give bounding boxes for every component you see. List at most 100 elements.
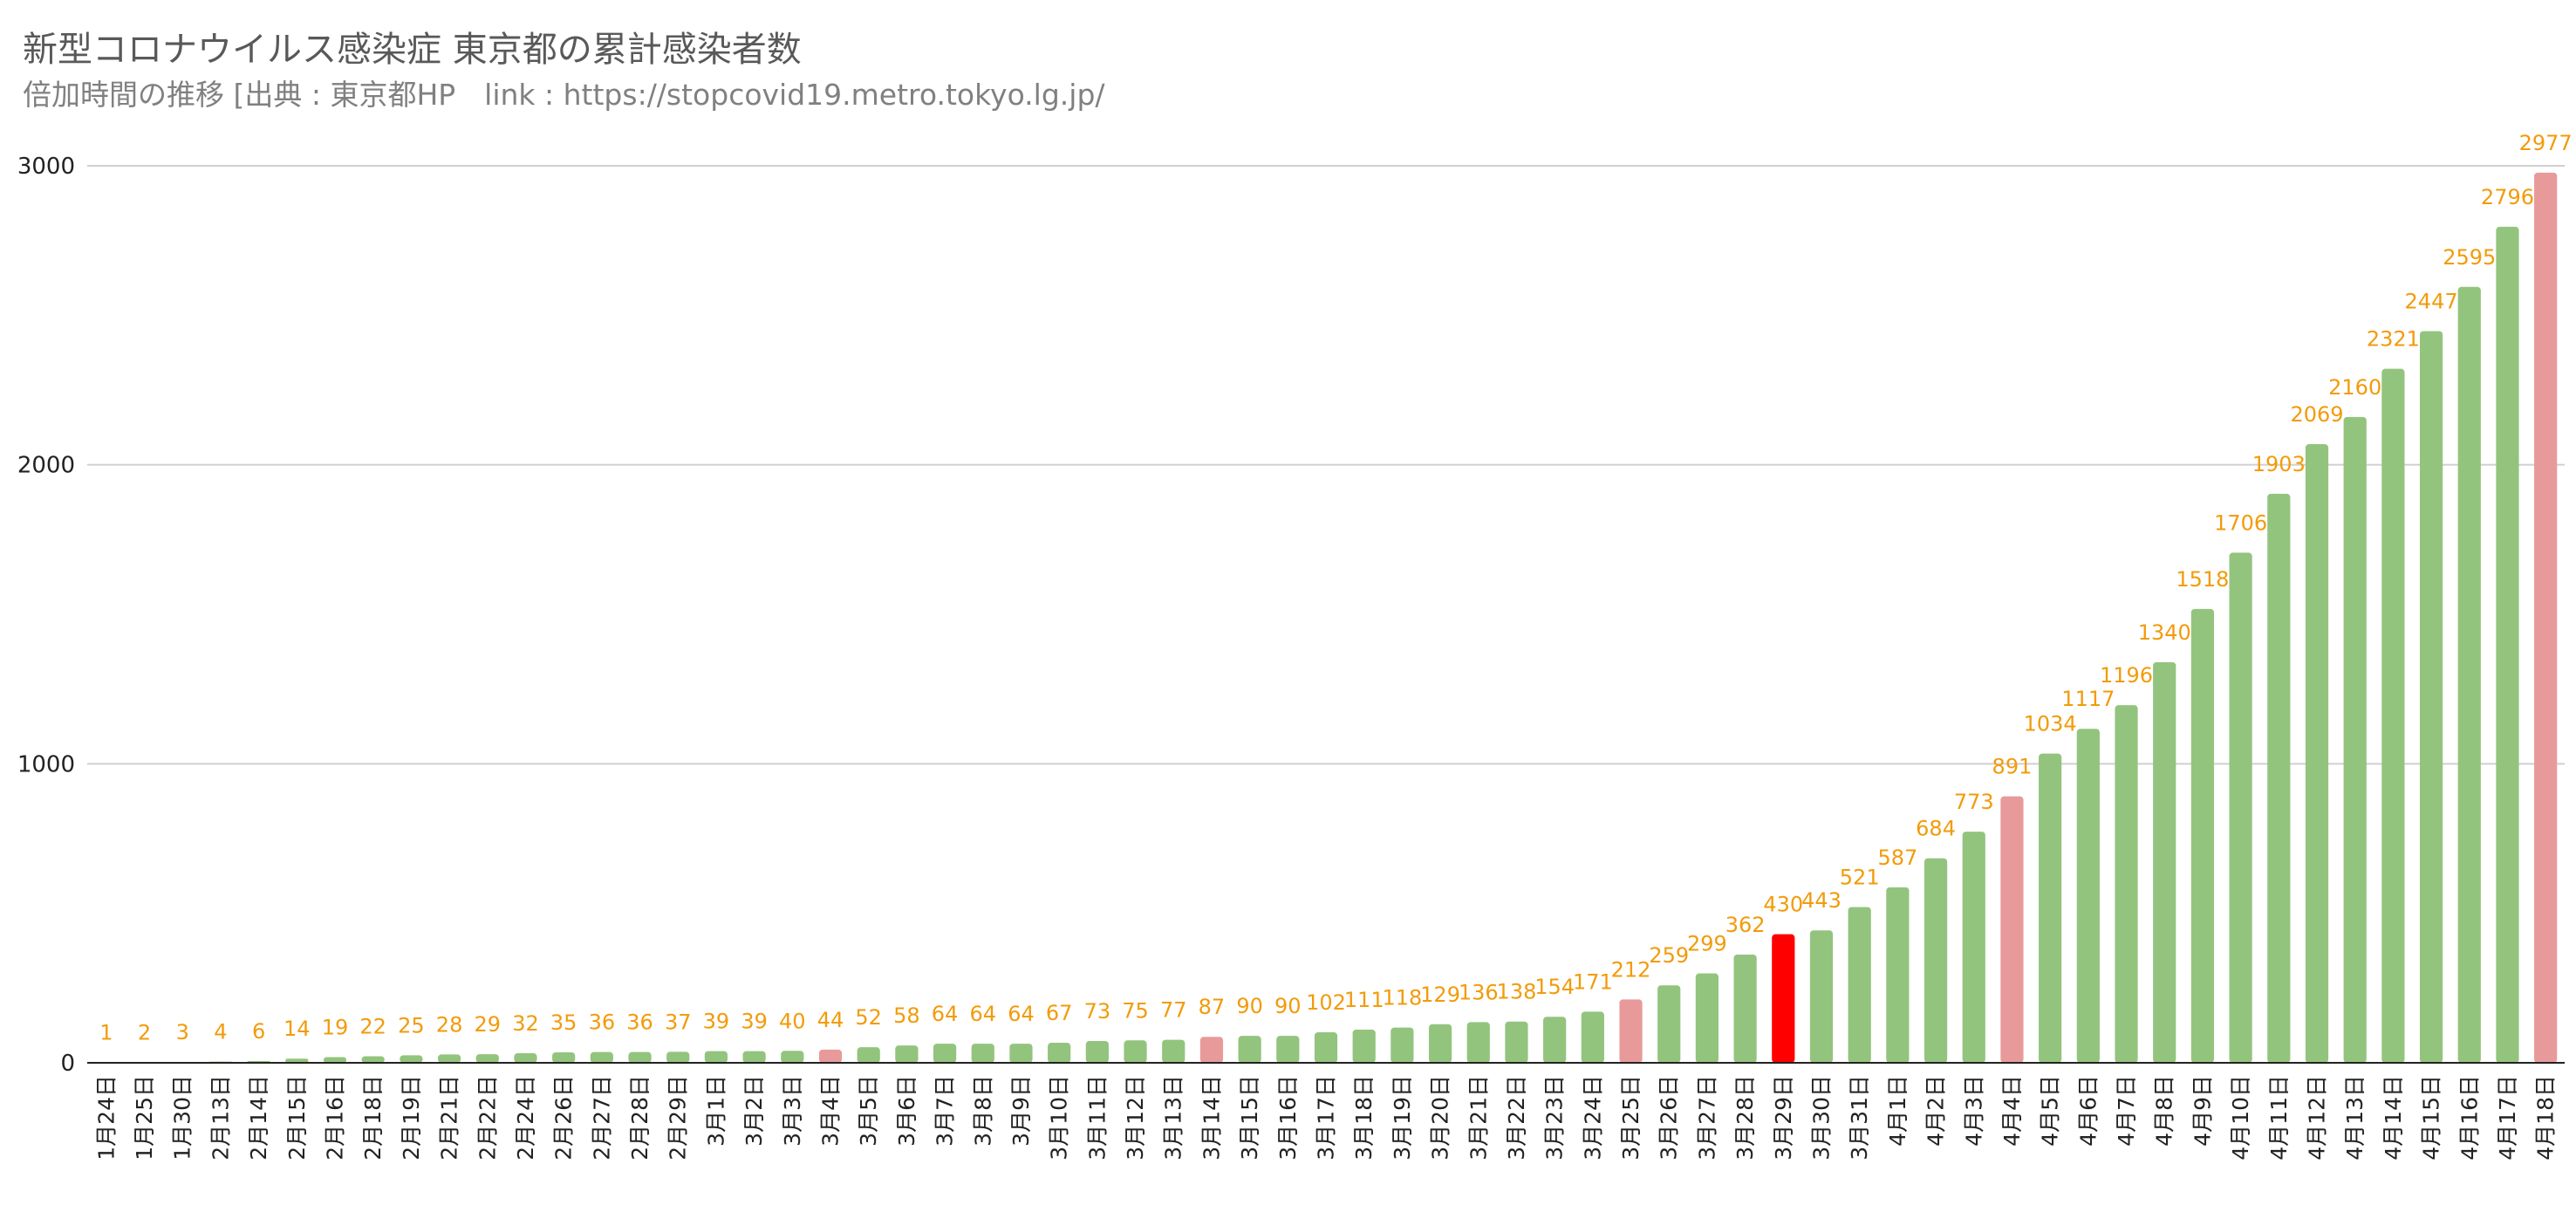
data-label: 4 xyxy=(214,1020,227,1044)
data-label: 6 xyxy=(252,1019,265,1044)
x-tick-label: 2月22日 xyxy=(475,1075,500,1161)
bar xyxy=(895,1045,919,1063)
data-label: 39 xyxy=(703,1010,730,1034)
x-tick-label: 2月18日 xyxy=(360,1075,386,1161)
data-label: 73 xyxy=(1084,999,1111,1024)
x-tick-label: 3月4日 xyxy=(818,1075,844,1147)
x-tick-label: 3月27日 xyxy=(1694,1075,1719,1161)
x-tick-label: 2月14日 xyxy=(246,1075,271,1161)
data-label: 2321 xyxy=(2367,327,2420,352)
data-label: 154 xyxy=(1534,975,1575,999)
data-label: 1117 xyxy=(2061,687,2115,711)
x-tick-label: 4月6日 xyxy=(2075,1075,2101,1147)
x-tick-label: 4月12日 xyxy=(2305,1075,2330,1161)
data-label: 2 xyxy=(138,1020,151,1044)
x-tick-label: 3月22日 xyxy=(1504,1075,1529,1161)
bar xyxy=(400,1055,423,1063)
x-tick-label: 4月15日 xyxy=(2419,1075,2444,1161)
x-tick-label: 3月13日 xyxy=(1161,1075,1186,1161)
data-label: 118 xyxy=(1382,986,1422,1010)
data-label: 64 xyxy=(969,1002,996,1026)
bar xyxy=(1657,985,1681,1063)
bar xyxy=(1199,1037,1224,1063)
data-label: 136 xyxy=(1459,980,1499,1004)
y-tick-label: 3000 xyxy=(17,154,75,180)
data-label: 87 xyxy=(1199,995,1226,1019)
data-label: 19 xyxy=(322,1015,349,1039)
data-label: 39 xyxy=(741,1010,768,1034)
x-tick-label: 4月10日 xyxy=(2228,1075,2253,1161)
data-label: 40 xyxy=(779,1009,806,1033)
data-label: 684 xyxy=(1916,817,1956,841)
x-tick-label: 4月16日 xyxy=(2456,1075,2482,1161)
bar xyxy=(1466,1022,1490,1063)
x-tick-label: 4月18日 xyxy=(2533,1075,2559,1161)
data-label: 14 xyxy=(284,1017,311,1041)
data-label: 891 xyxy=(1992,755,2033,779)
x-tick-label: 3月10日 xyxy=(1047,1075,1072,1161)
data-label: 1518 xyxy=(2176,567,2229,592)
x-tick-label: 1月25日 xyxy=(132,1075,157,1161)
x-tick-label: 4月4日 xyxy=(1999,1075,2025,1147)
data-label: 171 xyxy=(1573,969,1613,994)
bar xyxy=(933,1044,957,1063)
y-tick-label: 0 xyxy=(60,1051,75,1077)
data-label: 129 xyxy=(1420,983,1460,1007)
data-label: 37 xyxy=(665,1010,692,1034)
bar xyxy=(2496,226,2519,1063)
bar xyxy=(361,1056,385,1063)
x-tick-label: 3月1日 xyxy=(703,1075,728,1147)
x-tick-label: 3月11日 xyxy=(1084,1075,1110,1161)
data-label: 138 xyxy=(1497,980,1537,1004)
x-tick-label: 4月1日 xyxy=(1885,1075,1910,1147)
data-label: 773 xyxy=(1954,790,1994,814)
x-tick-label: 2月21日 xyxy=(437,1075,462,1161)
bar xyxy=(552,1052,576,1063)
data-label: 3 xyxy=(176,1020,189,1044)
data-label: 2796 xyxy=(2481,185,2534,209)
bar xyxy=(2190,608,2215,1063)
bar xyxy=(1772,934,1795,1063)
data-label: 28 xyxy=(436,1012,463,1037)
x-tick-label: 3月9日 xyxy=(1008,1075,1034,1147)
bar xyxy=(2457,286,2481,1063)
bar xyxy=(1009,1044,1033,1063)
bar xyxy=(323,1057,347,1063)
x-tick-label: 2月28日 xyxy=(627,1075,653,1161)
data-label: 111 xyxy=(1344,988,1384,1012)
bar xyxy=(1352,1029,1376,1063)
bar xyxy=(2343,416,2367,1064)
bar xyxy=(1390,1027,1414,1063)
bar xyxy=(2000,796,2024,1063)
bar xyxy=(1619,999,1643,1063)
x-tick-label: 4月13日 xyxy=(2342,1075,2368,1161)
data-label: 259 xyxy=(1649,943,1689,968)
bar xyxy=(1809,930,1834,1063)
bar xyxy=(704,1051,728,1063)
data-label: 1903 xyxy=(2252,452,2306,476)
bar xyxy=(1276,1036,1300,1063)
x-tick-label: 4月2日 xyxy=(1923,1075,1949,1147)
data-label: 299 xyxy=(1687,932,1727,956)
data-label: 2977 xyxy=(2519,131,2573,155)
x-tick-label: 4月17日 xyxy=(2495,1075,2520,1161)
x-tick-label: 2月13日 xyxy=(208,1075,233,1161)
bar xyxy=(1124,1040,1147,1063)
bar xyxy=(2381,368,2405,1063)
data-label: 77 xyxy=(1160,998,1187,1023)
bar xyxy=(1428,1024,1452,1063)
x-tick-label: 3月6日 xyxy=(894,1075,919,1147)
bar xyxy=(1886,887,1910,1063)
x-tick-label: 4月3日 xyxy=(1961,1075,1986,1147)
bar xyxy=(2419,331,2443,1064)
chart-subtitle: 倍加時間の推移 [出典 : 東京都HP link : https://stopc… xyxy=(23,78,1105,112)
x-tick-label: 3月5日 xyxy=(856,1075,881,1147)
x-tick-label: 3月21日 xyxy=(1466,1075,1491,1161)
x-tick-label: 3月29日 xyxy=(1771,1075,1796,1161)
x-tick-label: 3月12日 xyxy=(1123,1075,1148,1161)
bar xyxy=(1848,907,1871,1063)
x-tick-label: 3月24日 xyxy=(1580,1075,1605,1161)
data-label: 64 xyxy=(932,1002,959,1026)
y-tick-label: 1000 xyxy=(17,751,75,777)
bar xyxy=(1314,1032,1338,1063)
